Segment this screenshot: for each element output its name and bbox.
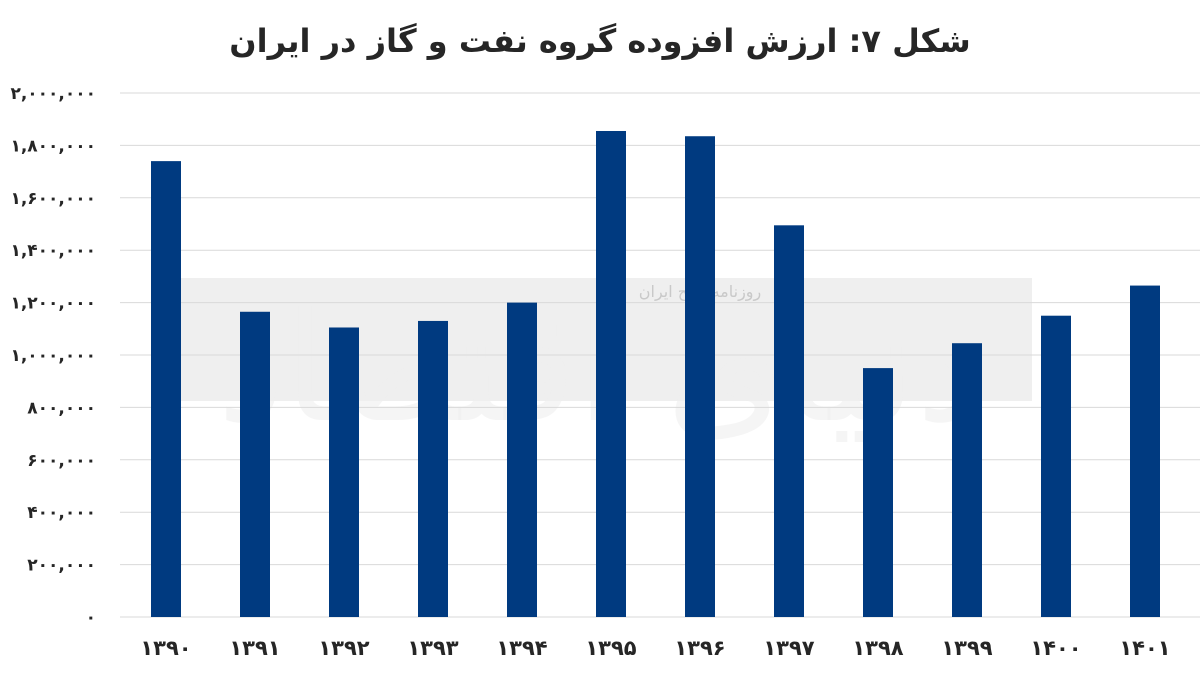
bar [685,136,715,618]
y-tick-label: ۶۰۰,۰۰۰ [27,451,96,471]
x-tick-label: ۱۳۹۲ [318,636,369,660]
y-tick-label: ۰ [86,608,96,628]
gridlines [120,92,1200,618]
y-tick-label: ۱,۴۰۰,۰۰۰ [10,241,96,261]
bars [151,130,1160,618]
bar [774,225,804,617]
bar [418,320,448,617]
x-tick-label: ۱۳۹۰ [140,636,191,660]
x-axis-ticks: ۱۳۹۰ ۱۳۹۱ ۱۳۹۲ ۱۳۹۳ ۱۳۹۴ ۱۳۹۵ ۱۳۹۶ ۱۳۹۷ ۱۳۹۸ ۱۳۹۹… [140,636,1170,660]
x-tick-label: ۱۴۰۱ [1119,636,1170,660]
bar [596,130,626,618]
y-tick-label: ۲۰۰,۰۰۰ [27,556,96,576]
y-tick-label: ۱,۸۰۰,۰۰۰ [10,136,96,156]
y-tick-label: ۲,۰۰۰,۰۰۰ [10,84,96,104]
x-tick-label: ۱۳۹۶ [674,636,725,660]
bar [507,302,537,617]
y-tick-label: ۱,۶۰۰,۰۰۰ [10,189,96,209]
x-tick-label: ۱۳۹۸ [852,636,903,660]
bar [952,343,982,617]
x-tick-label: ۱۳۹۱ [229,636,280,660]
x-tick-label: ۱۳۹۹ [941,636,992,660]
bar [329,327,359,617]
chart-title: شکل ۷: ارزش افزوده گروه نفت و گاز در ایر… [229,22,970,60]
x-tick-label: ۱۳۹۷ [763,636,814,660]
y-tick-label: ۴۰۰,۰۰۰ [27,503,96,523]
x-tick-label: ۱۳۹۴ [496,636,547,660]
y-tick-label: ۱,۲۰۰,۰۰۰ [10,294,96,314]
bar [151,161,181,617]
bar [863,368,893,617]
y-tick-label: ۸۰۰,۰۰۰ [27,398,96,418]
bar [1041,315,1071,617]
bar [240,311,270,617]
bar [1130,285,1160,617]
y-tick-label: ۱,۰۰۰,۰۰۰ [10,346,96,366]
y-axis-ticks: ۰ ۲۰۰,۰۰۰ ۴۰۰,۰۰۰ ۶۰۰,۰۰۰ ۸۰۰,۰۰۰ ۱,۰۰۰,۰۰۰ ۱,… [10,84,96,628]
x-tick-label: ۱۳۹۳ [407,636,458,660]
x-tick-label: ۱۴۰۰ [1030,636,1081,660]
x-tick-label: ۱۳۹۵ [585,636,636,660]
